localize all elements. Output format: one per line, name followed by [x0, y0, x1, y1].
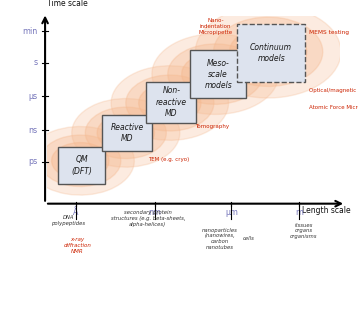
- Text: tissues
organs
organisms: tissues organs organisms: [290, 223, 317, 239]
- Text: Tomography: Tomography: [195, 125, 229, 129]
- Text: ns: ns: [29, 126, 38, 134]
- Text: m: m: [295, 208, 303, 217]
- Text: Meso-
scale
models: Meso- scale models: [204, 59, 232, 90]
- Ellipse shape: [72, 98, 180, 167]
- Text: cells: cells: [243, 236, 255, 241]
- FancyBboxPatch shape: [146, 81, 196, 123]
- FancyBboxPatch shape: [237, 24, 305, 81]
- Text: QM
(DFT): QM (DFT): [71, 155, 92, 176]
- Text: Atomic Force Microscopy: Atomic Force Microscopy: [309, 105, 358, 110]
- Text: μm: μm: [225, 208, 238, 217]
- Text: Length scale: Length scale: [302, 206, 350, 215]
- FancyBboxPatch shape: [102, 115, 152, 150]
- Text: Continuum
models: Continuum models: [250, 43, 292, 63]
- Text: Å: Å: [73, 208, 79, 217]
- Text: Nano-
indentation
Micropipette: Nano- indentation Micropipette: [198, 18, 232, 35]
- Ellipse shape: [97, 115, 155, 151]
- Ellipse shape: [111, 66, 228, 140]
- Text: s: s: [34, 59, 38, 67]
- Ellipse shape: [26, 127, 134, 195]
- Text: μs: μs: [29, 92, 38, 101]
- Ellipse shape: [52, 143, 109, 179]
- Ellipse shape: [195, 6, 341, 98]
- Ellipse shape: [139, 83, 201, 123]
- Text: x-ray
diffraction
NMR: x-ray diffraction NMR: [63, 237, 91, 253]
- Text: nanoparticles
(nanowires,
carbon
nanotubes: nanoparticles (nanowires, carbon nanotub…: [202, 228, 238, 250]
- Ellipse shape: [182, 53, 249, 95]
- Text: ps: ps: [29, 157, 38, 166]
- Text: secondary protein
structures (e.g. beta-sheets,
alpha-helices): secondary protein structures (e.g. beta-…: [111, 210, 185, 227]
- Ellipse shape: [85, 107, 166, 159]
- Text: DNA
polypeptides: DNA polypeptides: [52, 215, 86, 226]
- Ellipse shape: [168, 44, 263, 104]
- Text: nm: nm: [149, 208, 162, 217]
- Ellipse shape: [40, 135, 121, 186]
- Text: TEM (e.g. cryo): TEM (e.g. cryo): [148, 157, 189, 162]
- FancyBboxPatch shape: [58, 147, 105, 184]
- Ellipse shape: [152, 34, 279, 114]
- Ellipse shape: [214, 17, 323, 86]
- Text: MEMS testing: MEMS testing: [309, 30, 349, 35]
- Ellipse shape: [229, 27, 307, 76]
- Ellipse shape: [126, 75, 214, 131]
- Text: Reactive
MD: Reactive MD: [111, 123, 144, 143]
- Text: min: min: [23, 27, 38, 36]
- Text: Optical/magnetic tweezers: Optical/magnetic tweezers: [309, 88, 358, 94]
- Text: Time scale: Time scale: [47, 0, 87, 8]
- Text: Non-
reactive
MD: Non- reactive MD: [156, 86, 187, 118]
- FancyBboxPatch shape: [190, 50, 246, 98]
